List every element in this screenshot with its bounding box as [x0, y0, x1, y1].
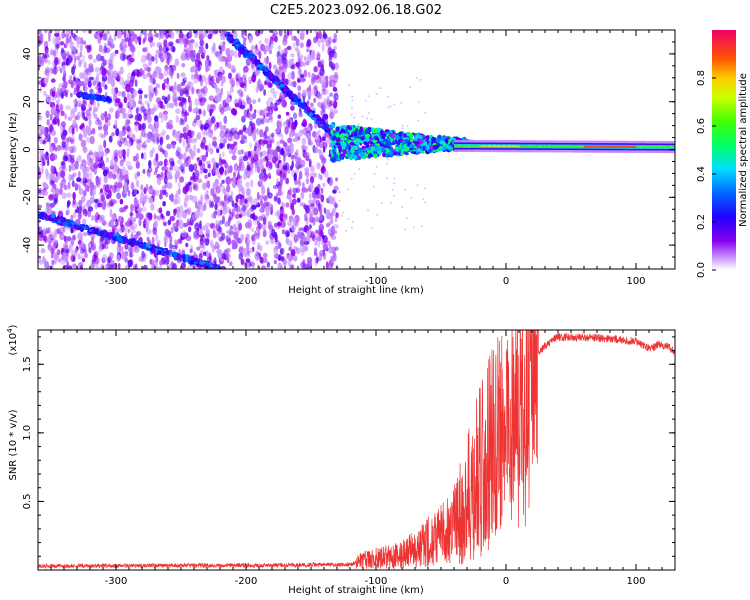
x-tick-label: -300 [105, 576, 128, 587]
snr-frame [37, 329, 676, 571]
y-tick-label: 40 [22, 48, 33, 61]
colorbar-ticks: 0.0 0.2 0.4 0.6 0.8 [696, 70, 716, 278]
snr-panel: -300 -200 -100 0 100 0.5 1.0 1.5 Height of str… [6, 324, 676, 596]
y-tick-label: 20 [22, 95, 33, 108]
y-tick-label: 1.5 [22, 356, 33, 372]
snr-y-ticks: 0.5 1.0 1.5 [22, 336, 675, 557]
y-tick-label: 0.5 [22, 493, 33, 509]
x-tick-label: -100 [365, 576, 388, 587]
snr-x-label: Height of straight line (km) [288, 585, 424, 596]
x-tick-label: -300 [105, 276, 128, 287]
x-tick-label: -200 [235, 276, 258, 287]
x-tick-label: 100 [626, 576, 645, 587]
spectrogram-x-label: Height of straight line (km) [288, 285, 424, 296]
spectrogram-y-label: Frequency (Hz) [8, 112, 19, 188]
colorbar-tick-label: 0.8 [696, 70, 707, 86]
spectrogram-image [38, 30, 675, 269]
colorbar-gradient [712, 30, 736, 270]
colorbar-tick-label: 0.6 [696, 118, 707, 134]
x-tick-label: 0 [503, 576, 509, 587]
y-tick-label: -40 [22, 237, 33, 253]
chart-title: C2E5.2023.092.06.18.G02 [270, 3, 442, 18]
colorbar-label: Normalized spectral amplitude [738, 73, 749, 227]
colorbar-tick-label: 0.4 [696, 166, 707, 182]
y-tick-label: -20 [22, 189, 33, 205]
snr-x-ticks: -300 -200 -100 0 100 [50, 330, 676, 587]
colorbar: 0.0 0.2 0.4 0.6 0.8 Normalized spectral ampl… [696, 30, 749, 278]
scale-factor-base: (x10 [8, 333, 19, 356]
scale-factor-exponent: 4 [6, 328, 14, 333]
x-tick-label: -100 [365, 276, 388, 287]
x-tick-label: 0 [503, 276, 509, 287]
snr-y-label: SNR (10 * v/v) [8, 409, 19, 480]
colorbar-tick-label: 0.0 [696, 262, 707, 278]
y-tick-label: 0 [22, 146, 33, 152]
x-tick-label: -200 [235, 576, 258, 587]
snr-series-line [38, 330, 675, 570]
spectrogram-x-ticks: -300 -200 -100 0 100 [50, 30, 676, 287]
y-tick-label: 1.0 [22, 425, 33, 441]
x-tick-label: 100 [626, 276, 645, 287]
spectrogram-y-ticks: -40 -20 0 20 40 [22, 29, 675, 270]
snr-scale-factor: (x104) [6, 324, 19, 355]
scale-factor-close: ) [8, 324, 19, 328]
colorbar-tick-label: 0.2 [696, 214, 707, 230]
